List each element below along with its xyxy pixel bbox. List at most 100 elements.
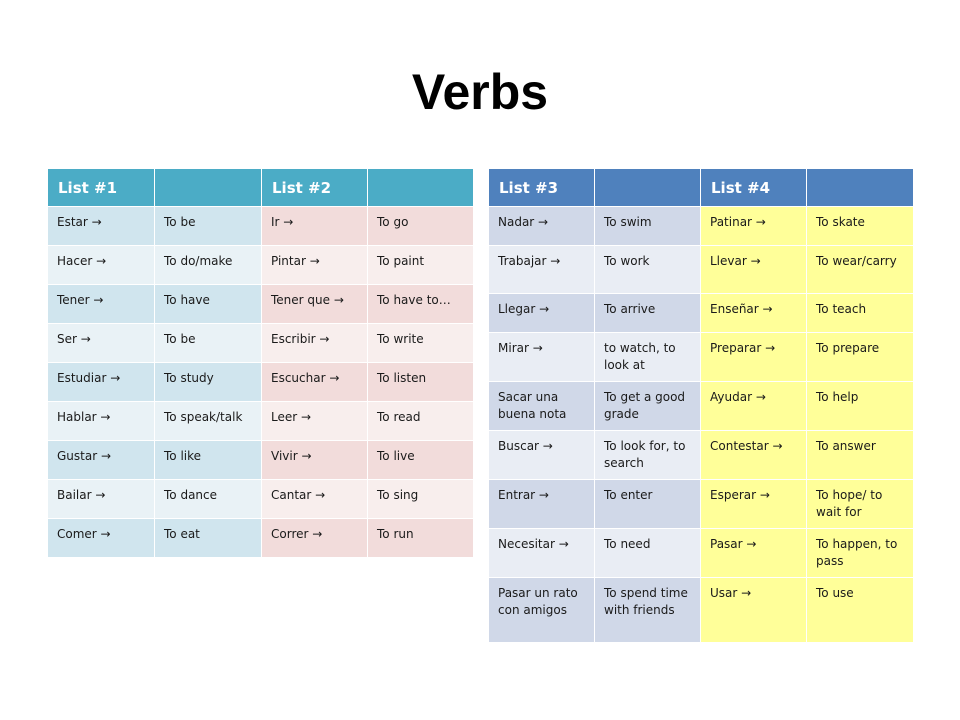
english-meaning: To run [367,518,474,558]
english-meaning: To teach [806,293,914,333]
spanish-verb: Pasar un rato con amigos [488,577,595,643]
spanish-verb: Usar → [700,577,807,643]
spanish-verb: Estudiar → [47,362,155,402]
spanish-verb: Necesitar → [488,528,595,578]
english-meaning: To use [806,577,914,643]
english-meaning: To have to… [367,284,474,324]
spanish-verb: Buscar → [488,430,595,480]
english-meaning: To skate [806,206,914,246]
header-blank [806,168,914,207]
table-row: Tener → To have Tener que → To have to… [47,284,474,324]
english-meaning: To dance [154,479,262,519]
english-meaning: To be [154,206,262,246]
spanish-verb: Contestar → [700,430,807,480]
verbs-table-lists-3-4: List #3 List #4 Nadar → To swim Patinar → T… [488,168,914,643]
spanish-verb: Estar → [47,206,155,246]
table-row: Gustar → To like Vivir → To live [47,440,474,480]
spanish-verb: Vivir → [261,440,368,480]
spanish-verb: Cantar → [261,479,368,519]
table-header-row: List #3 List #4 [488,168,914,207]
spanish-verb: Sacar una buena nota [488,381,595,431]
spanish-verb: Llegar → [488,293,595,333]
english-meaning: To work [594,245,701,294]
english-meaning: to watch, to look at [594,332,701,382]
spanish-verb: Ir → [261,206,368,246]
table-row: Trabajar → To work Llevar → To wear/carry [488,245,914,294]
header-list-1: List #1 [47,168,155,207]
table-row: Llegar → To arrive Enseñar → To teach [488,293,914,333]
spanish-verb: Patinar → [700,206,807,246]
table-row: Ser → To be Escribir → To write [47,323,474,363]
header-blank [367,168,474,207]
english-meaning: To listen [367,362,474,402]
spanish-verb: Hablar → [47,401,155,441]
spanish-verb: Pintar → [261,245,368,285]
spanish-verb: Preparar → [700,332,807,382]
english-meaning: To swim [594,206,701,246]
english-meaning: To eat [154,518,262,558]
table-row: Buscar → To look for, to search Contestar … [488,430,914,480]
english-meaning: To study [154,362,262,402]
verbs-table-lists-1-2: List #1 List #2 Estar → To be Ir → To go Ha… [47,168,474,558]
spanish-verb: Tener que → [261,284,368,324]
table-row: Comer → To eat Correr → To run [47,518,474,558]
english-meaning: To be [154,323,262,363]
header-list-4: List #4 [700,168,807,207]
spanish-verb: Enseñar → [700,293,807,333]
spanish-verb: Nadar → [488,206,595,246]
table-row: Estar → To be Ir → To go [47,206,474,246]
english-meaning: To answer [806,430,914,480]
english-meaning: To wear/carry [806,245,914,294]
english-meaning: To read [367,401,474,441]
table-row: Hablar → To speak/talk Leer → To read [47,401,474,441]
english-meaning: To go [367,206,474,246]
spanish-verb: Ser → [47,323,155,363]
table-row: Nadar → To swim Patinar → To skate [488,206,914,246]
english-meaning: To like [154,440,262,480]
english-meaning: To sing [367,479,474,519]
table-row: Sacar una buena nota To get a good grade A… [488,381,914,431]
header-list-2: List #2 [261,168,368,207]
english-meaning: To speak/talk [154,401,262,441]
header-blank [154,168,262,207]
spanish-verb: Escribir → [261,323,368,363]
english-meaning: To prepare [806,332,914,382]
english-meaning: To help [806,381,914,431]
english-meaning: To happen, to pass [806,528,914,578]
spanish-verb: Esperar → [700,479,807,529]
table-row: Necesitar → To need Pasar → To happen, to p… [488,528,914,578]
english-meaning: To live [367,440,474,480]
english-meaning: To write [367,323,474,363]
spanish-verb: Trabajar → [488,245,595,294]
english-meaning: To arrive [594,293,701,333]
table-header-row: List #1 List #2 [47,168,474,207]
table-row: Estudiar → To study Escuchar → To listen [47,362,474,402]
english-meaning: To have [154,284,262,324]
page-title: Verbs [411,64,549,120]
spanish-verb: Bailar → [47,479,155,519]
english-meaning: To need [594,528,701,578]
spanish-verb: Correr → [261,518,368,558]
table-row: Bailar → To dance Cantar → To sing [47,479,474,519]
english-meaning: To look for, to search [594,430,701,480]
english-meaning: To do/make [154,245,262,285]
spanish-verb: Ayudar → [700,381,807,431]
header-list-3: List #3 [488,168,595,207]
english-meaning: To hope/ to wait for [806,479,914,529]
spanish-verb: Mirar → [488,332,595,382]
table-row: Mirar → to watch, to look at Preparar → To … [488,332,914,382]
spanish-verb: Hacer → [47,245,155,285]
english-meaning: To spend time with friends [594,577,701,643]
table-row: Entrar → To enter Esperar → To hope/ to wai… [488,479,914,529]
table-row: Pasar un rato con amigos To spend time wi… [488,577,914,643]
spanish-verb: Pasar → [700,528,807,578]
header-blank [594,168,701,207]
spanish-verb: Escuchar → [261,362,368,402]
table-row: Hacer → To do/make Pintar → To paint [47,245,474,285]
spanish-verb: Llevar → [700,245,807,294]
english-meaning: To get a good grade [594,381,701,431]
spanish-verb: Entrar → [488,479,595,529]
spanish-verb: Gustar → [47,440,155,480]
english-meaning: To enter [594,479,701,529]
english-meaning: To paint [367,245,474,285]
